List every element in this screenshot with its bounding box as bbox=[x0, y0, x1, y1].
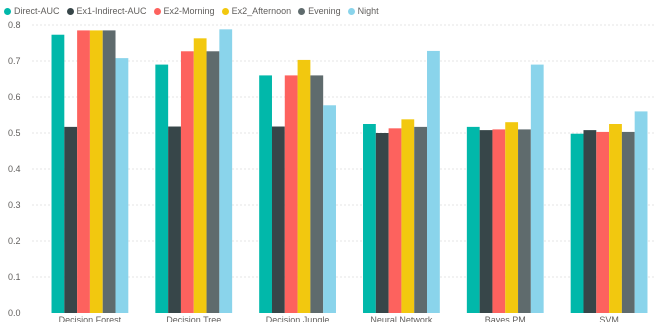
x-tick-label: Decision Jungle bbox=[266, 315, 330, 322]
bar: Night — Decision Jungle: 0.577 bbox=[323, 105, 336, 313]
x-tick-label: SVM bbox=[599, 315, 619, 322]
y-tick-label: 0.0 bbox=[8, 308, 21, 318]
bar: Night — SVM: 0.56 bbox=[634, 111, 648, 314]
bar: Direct-AUC — Bayes PM: 0.517 bbox=[466, 126, 480, 313]
bar: Direct-AUC — SVM: 0.498 bbox=[570, 133, 584, 313]
bar: Ex2_Afternoon — Decision Jungle: 0.703 bbox=[297, 59, 311, 313]
bar: Evening — Neural Network: 0.517 bbox=[414, 126, 428, 313]
bar: Evening — Decision Tree: 0.727 bbox=[206, 51, 220, 313]
bar: Ex2-Morning — Decision Forest: 0.785 bbox=[77, 30, 90, 314]
legend-marker-icon bbox=[298, 7, 306, 15]
bar: Ex1-Indirect-AUC — Bayes PM: 0.508 bbox=[479, 130, 493, 313]
bar: Ex2_Afternoon — Decision Tree: 0.763 bbox=[193, 38, 207, 313]
legend-marker-icon bbox=[347, 7, 355, 15]
y-tick-label: 0.3 bbox=[8, 200, 21, 210]
legend-marker-icon bbox=[66, 7, 74, 15]
y-tick-label: 0.7 bbox=[8, 56, 21, 66]
y-tick-label: 0.4 bbox=[8, 164, 21, 174]
legend-marker-icon bbox=[153, 7, 161, 15]
bar: Ex1-Indirect-AUC — Neural Network: 0.5 bbox=[375, 133, 389, 313]
legend-label: Direct-AUC bbox=[14, 6, 60, 16]
legend-item[interactable]: Night bbox=[347, 6, 379, 16]
legend-marker-icon bbox=[4, 7, 11, 15]
y-tick-label: 0.5 bbox=[8, 128, 21, 138]
legend: Direct-AUC Ex1-Indirect-AUC Ex2-Morning Ex2… bbox=[4, 4, 386, 18]
bar: Ex2-Morning — SVM: 0.503 bbox=[596, 131, 610, 313]
legend-label: Ex2-Morning bbox=[163, 6, 215, 16]
bar: Ex1-Indirect-AUC — Decision Forest: 0.51… bbox=[64, 126, 78, 313]
bar: Ex1-Indirect-AUC — Decision Tree: 0.518 bbox=[168, 126, 181, 314]
bar: Direct-AUC — Decision Jungle: 0.66 bbox=[259, 75, 272, 314]
legend-item[interactable]: Ex2-Morning bbox=[153, 6, 215, 16]
bar: Night — Decision Tree: 0.788 bbox=[219, 29, 233, 313]
bar: Direct-AUC — Neural Network: 0.525 bbox=[363, 124, 376, 313]
y-tick-label: 0.2 bbox=[8, 236, 21, 246]
bar: Evening — Decision Jungle: 0.66 bbox=[310, 75, 324, 314]
legend-item[interactable]: Ex2_Afternoon bbox=[221, 6, 292, 16]
legend-label: Ex2_Afternoon bbox=[231, 6, 292, 16]
bar: Ex2-Morning — Decision Tree: 0.727 bbox=[180, 51, 194, 313]
legend-item[interactable]: Ex1-Indirect-AUC bbox=[66, 6, 147, 16]
bar: Evening — SVM: 0.503 bbox=[621, 131, 635, 313]
x-tick-label: Neural Network bbox=[370, 315, 433, 322]
bar: Ex1-Indirect-AUC — SVM: 0.508 bbox=[583, 130, 597, 313]
bar: Evening — Decision Forest: 0.785 bbox=[102, 30, 116, 314]
legend-item[interactable]: Evening bbox=[298, 6, 341, 16]
bar: Night — Decision Forest: 0.708 bbox=[115, 58, 129, 314]
bar: Ex2_Afternoon — Decision Forest: 0.785 bbox=[89, 30, 103, 314]
legend-item[interactable]: Direct-AUC bbox=[4, 6, 60, 16]
bar: Ex2_Afternoon — Bayes PM: 0.53 bbox=[505, 122, 519, 313]
y-tick-label: 0.8 bbox=[8, 20, 21, 30]
legend-label: Evening bbox=[308, 6, 341, 16]
x-tick-label: Bayes PM bbox=[485, 315, 526, 322]
x-tick-label: Decision Forest bbox=[59, 315, 122, 322]
bar: Night — Bayes PM: 0.69 bbox=[530, 64, 544, 313]
legend-label: Ex1-Indirect-AUC bbox=[76, 6, 147, 16]
bar: Ex1-Indirect-AUC — Decision Jungle: 0.51… bbox=[271, 126, 285, 314]
bar: Ex2_Afternoon — Neural Network: 0.538 bbox=[401, 119, 415, 313]
bar: Night — Neural Network: 0.728 bbox=[427, 50, 440, 314]
x-tick-label: Decision Tree bbox=[166, 315, 221, 322]
bar: Direct-AUC — Decision Tree: 0.69 bbox=[155, 64, 169, 313]
legend-label: Night bbox=[357, 6, 379, 16]
bar: Ex2-Morning — Bayes PM: 0.51 bbox=[492, 129, 506, 313]
bar: Ex2-Morning — Neural Network: 0.513 bbox=[388, 128, 402, 313]
bar: Evening — Bayes PM: 0.51 bbox=[518, 129, 531, 313]
bar: Direct-AUC — Decision Forest: 0.773 bbox=[51, 34, 65, 313]
y-tick-label: 0.6 bbox=[8, 92, 21, 102]
bar: Ex2-Morning — Decision Jungle: 0.66 bbox=[284, 75, 298, 314]
legend-marker-icon bbox=[221, 7, 229, 15]
bar: Ex2_Afternoon — SVM: 0.525 bbox=[609, 124, 622, 313]
y-tick-label: 0.1 bbox=[8, 272, 21, 282]
